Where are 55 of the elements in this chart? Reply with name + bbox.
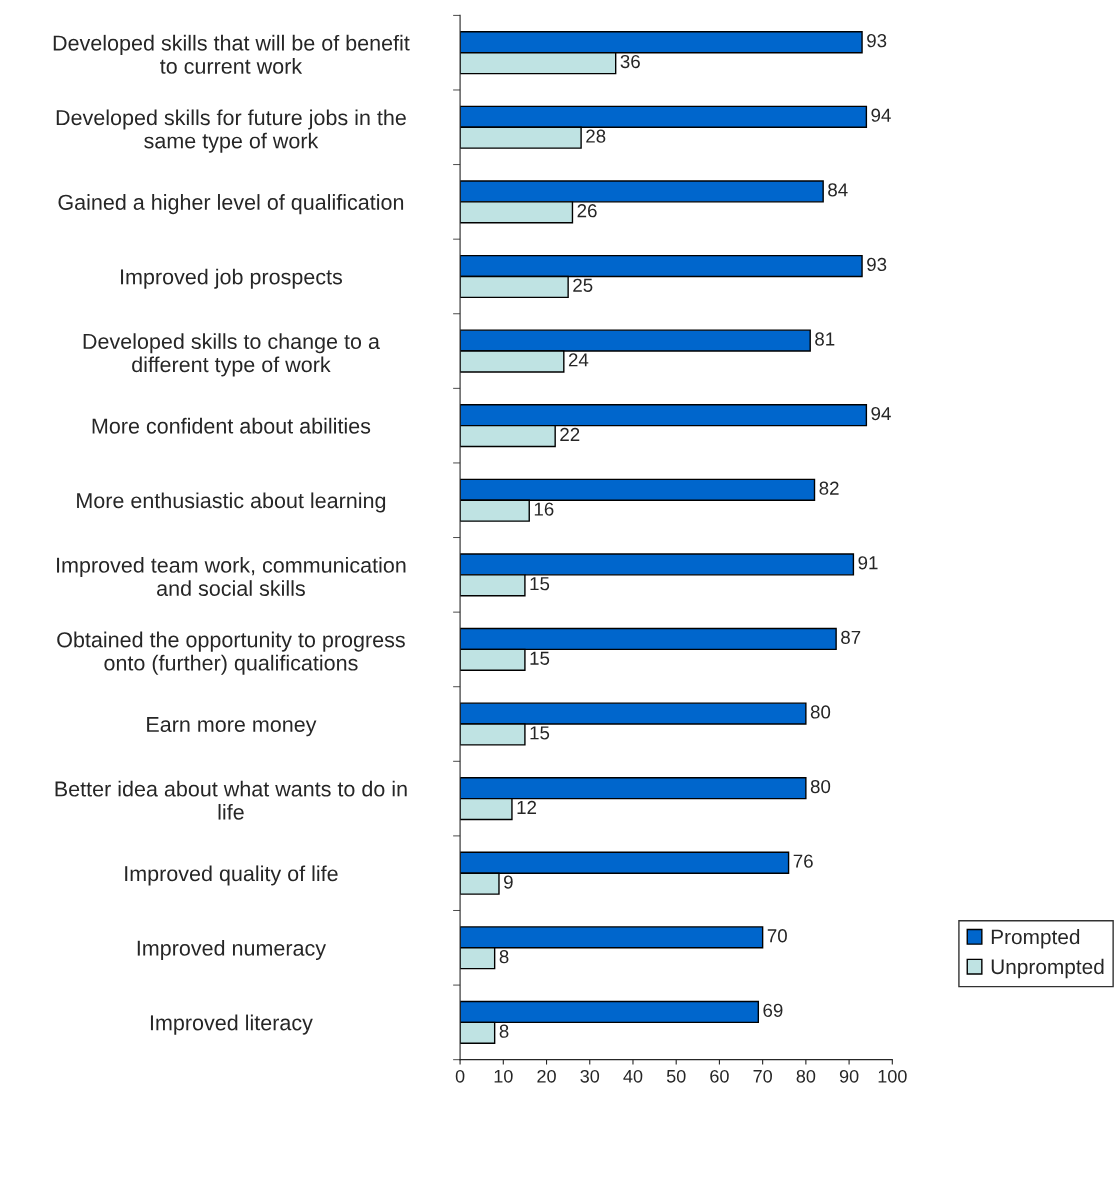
data-label: 93 bbox=[867, 257, 887, 272]
data-label: 12 bbox=[517, 800, 537, 814]
data-label: 25 bbox=[573, 278, 593, 292]
data-label: 91 bbox=[858, 556, 878, 570]
data-label: 26 bbox=[577, 204, 597, 218]
data-label: 15 bbox=[530, 651, 550, 665]
legend-label: Unprompted bbox=[991, 958, 1104, 979]
data-label: 94 bbox=[871, 406, 891, 421]
data-label: 84 bbox=[828, 183, 848, 197]
data-label: 76 bbox=[793, 854, 813, 868]
data-label: 15 bbox=[530, 577, 550, 591]
x-tick-label: 20 bbox=[537, 1069, 556, 1083]
x-tick-label: 30 bbox=[580, 1069, 600, 1083]
y-tick-label: Better idea about what wants to do in life bbox=[55, 780, 407, 820]
x-tick-label: 70 bbox=[753, 1069, 772, 1083]
x-tick-label: 80 bbox=[796, 1069, 816, 1083]
y-tick-label: Improved literacy bbox=[150, 1014, 313, 1035]
x-tick-label: 90 bbox=[839, 1069, 859, 1083]
x-tick-label: 100 bbox=[878, 1069, 907, 1083]
data-label: 9 bbox=[504, 875, 513, 889]
x-tick-label: 0 bbox=[455, 1069, 465, 1083]
y-tick-label: Obtained the opportunity to progress onto (further) qualifications bbox=[57, 631, 405, 675]
data-label: 69 bbox=[763, 1003, 783, 1017]
data-label: 15 bbox=[530, 726, 550, 740]
data-label: 82 bbox=[819, 481, 839, 495]
y-tick-label: Developed skills for future jobs in the same type of work bbox=[56, 109, 406, 153]
data-label: 36 bbox=[620, 54, 640, 69]
data-label: 8 bbox=[499, 949, 509, 964]
x-tick-label: 10 bbox=[494, 1069, 513, 1083]
data-label: 8 bbox=[499, 1024, 509, 1038]
data-label: 80 bbox=[810, 705, 831, 719]
data-label: 28 bbox=[586, 129, 606, 143]
y-tick-label: Gained a higher level of qualification bbox=[58, 194, 404, 215]
data-label: 22 bbox=[560, 427, 580, 441]
legend-label: Prompted bbox=[991, 929, 1080, 949]
y-tick-label: Improved job prospects bbox=[121, 268, 343, 289]
data-label: 93 bbox=[867, 34, 887, 48]
data-label: 80 bbox=[810, 779, 831, 794]
y-tick-label: Improved team work, communication and social skills bbox=[57, 557, 406, 596]
y-tick-label: Improved quality of life bbox=[125, 865, 338, 886]
y-tick-label: Improved numeracy bbox=[137, 939, 326, 961]
x-tick-label: 60 bbox=[710, 1069, 729, 1083]
data-label: 81 bbox=[815, 332, 835, 346]
x-tick-label: 40 bbox=[623, 1069, 643, 1083]
y-tick-label: Developed skills that will be of benefit to current work bbox=[53, 34, 410, 74]
y-tick-label: More enthusiastic about learning bbox=[77, 492, 386, 513]
data-label: 87 bbox=[841, 630, 861, 645]
x-tick-label: 50 bbox=[666, 1069, 686, 1083]
data-label: 70 bbox=[767, 929, 787, 943]
data-label: 94 bbox=[871, 108, 891, 122]
y-tick-label: More confident about abilities bbox=[92, 417, 371, 434]
data-label: 24 bbox=[568, 353, 589, 367]
y-tick-label: Earn more money bbox=[147, 717, 317, 737]
y-tick-label: Developed skills to change to a different type of work bbox=[83, 333, 380, 377]
data-label: 16 bbox=[534, 502, 554, 516]
